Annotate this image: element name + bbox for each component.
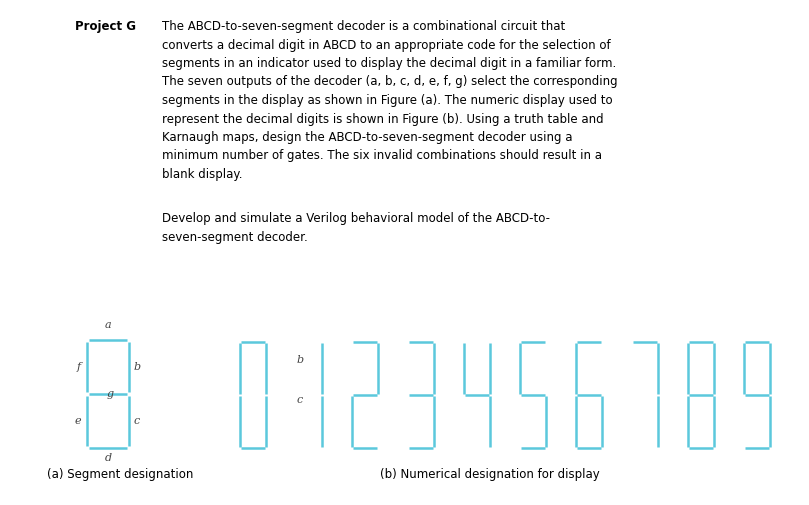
Text: c: c [297,395,303,405]
Text: c: c [134,416,140,426]
Text: b: b [134,362,141,372]
Text: (a) Segment designation: (a) Segment designation [47,468,193,481]
Text: The ABCD-to-seven-segment decoder is a combinational circuit that
converts a dec: The ABCD-to-seven-segment decoder is a c… [162,20,617,181]
Text: Project G: Project G [75,20,136,33]
Text: (b) Numerical designation for display: (b) Numerical designation for display [380,468,600,481]
Text: Develop and simulate a Verilog behavioral model of the ABCD-to-
seven-segment de: Develop and simulate a Verilog behaviora… [162,212,550,243]
Text: e: e [74,416,81,426]
Text: g: g [107,389,113,399]
Text: f: f [77,362,81,372]
Text: b: b [297,355,304,365]
Text: a: a [104,320,112,330]
Text: d: d [104,453,112,463]
